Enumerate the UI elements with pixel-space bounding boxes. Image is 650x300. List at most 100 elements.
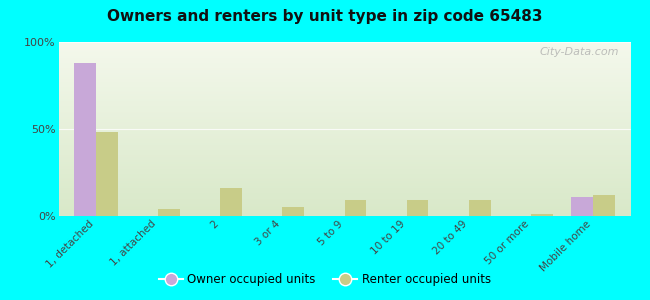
Bar (58, 0, 630, 98)
Bar (58, 0, 630, 118)
Bar (531, 214, 552, 216)
Bar (58, 0, 630, 64)
Bar (58, 2, 630, 176)
Bar (58, 20, 630, 194)
Bar (58, 0, 630, 143)
Bar (220, 188, 242, 216)
Bar (58, 0, 630, 59)
Bar (58, 0, 630, 58)
Bar (58, 12, 630, 186)
Bar (58, 0, 630, 150)
Bar (58, 0, 630, 49)
Legend: Owner occupied units, Renter occupied units: Owner occupied units, Renter occupied un… (154, 269, 496, 291)
Bar (58, 0, 630, 66)
Bar (58, 0, 630, 131)
Bar (58, 0, 630, 99)
Bar (58, 0, 630, 134)
Bar (58, 0, 630, 52)
Text: Owners and renters by unit type in zip code 65483: Owners and renters by unit type in zip c… (107, 9, 543, 24)
Bar (58, 0, 630, 47)
Bar (58, 0, 630, 122)
Bar (58, 0, 630, 152)
Bar (58, 0, 630, 171)
Bar (58, 0, 630, 46)
Bar (74, 63, 96, 216)
Bar (407, 200, 428, 216)
Bar (158, 209, 180, 216)
Bar (58, 26, 630, 200)
Bar (58, 0, 630, 82)
Bar (58, 11, 630, 185)
Bar (58, 14, 630, 188)
Bar (58, 0, 630, 106)
Bar (58, 0, 630, 127)
Bar (58, 0, 630, 125)
Bar (58, 0, 630, 87)
Bar (58, 0, 630, 79)
Bar (58, 0, 630, 166)
Bar (58, 0, 630, 124)
Bar (58, 0, 630, 113)
Bar (58, 9, 630, 183)
Bar (58, 0, 630, 117)
Bar (58, 32, 630, 206)
Bar (58, 0, 630, 56)
Bar (58, 38, 630, 212)
Bar (58, 0, 630, 120)
Bar (344, 200, 366, 216)
Bar (593, 195, 615, 216)
Bar (58, 30, 630, 204)
Bar (58, 0, 630, 110)
Bar (58, 0, 630, 68)
Bar (58, 35, 630, 209)
Bar (58, 0, 630, 96)
Bar (58, 0, 630, 160)
Bar (58, 0, 630, 145)
Bar (58, 0, 630, 84)
Bar (58, 7, 630, 181)
Bar (58, 0, 630, 162)
Bar (58, 0, 630, 108)
Bar (469, 200, 491, 216)
Bar (58, 18, 630, 192)
Bar (58, 0, 630, 73)
Bar (58, 0, 630, 89)
Bar (58, 0, 630, 133)
Bar (58, 0, 630, 94)
Bar (58, 0, 630, 80)
Bar (58, 0, 630, 172)
Bar (58, 23, 630, 197)
Bar (58, 0, 630, 169)
Bar (58, 0, 630, 148)
Bar (58, 28, 630, 202)
Bar (58, 0, 630, 51)
Bar (58, 0, 630, 91)
Bar (571, 197, 593, 216)
Bar (58, 21, 630, 195)
Bar (58, 0, 630, 44)
Bar (58, 0, 630, 159)
Bar (58, 0, 630, 164)
Bar (58, 0, 630, 141)
Bar (58, 0, 630, 72)
Bar (58, 37, 630, 211)
Bar (58, 0, 630, 103)
Bar (58, 0, 630, 129)
Bar (58, 42, 630, 216)
Bar (58, 16, 630, 190)
Bar (58, 0, 630, 105)
Bar (58, 0, 630, 140)
Bar (58, 25, 630, 199)
Bar (58, 0, 630, 146)
Bar (58, 40, 630, 214)
Bar (58, 0, 630, 63)
Bar (58, 0, 630, 174)
Bar (58, 0, 630, 157)
Bar (58, 0, 630, 70)
Bar (58, 0, 630, 85)
Bar (58, 0, 630, 101)
Bar (58, 5, 630, 179)
Bar (58, 0, 630, 61)
Bar (58, 0, 630, 138)
Bar (58, 0, 630, 75)
